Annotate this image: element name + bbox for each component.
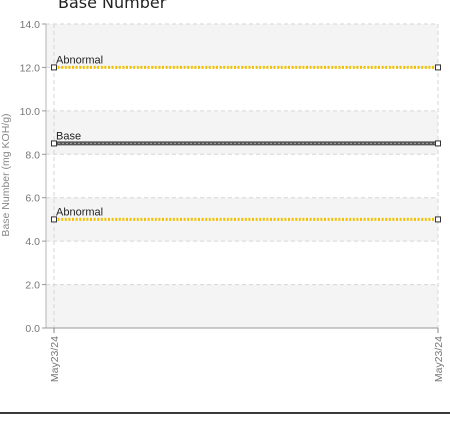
y-tick-label: 4.0: [25, 236, 40, 248]
y-tick-label: 10.0: [20, 106, 41, 118]
series-label: Base: [56, 130, 81, 142]
plot-background-bands: [46, 24, 438, 328]
x-tick-label: May23/24: [49, 336, 61, 382]
series-label: Abnormal: [56, 206, 103, 218]
y-axis-title: Base Number (mg KOH/g): [0, 113, 12, 236]
y-tick-label: 14.0: [20, 19, 41, 31]
x-tick-label: May23/24: [433, 336, 445, 382]
axes: [45, 24, 438, 329]
data-point: [51, 216, 57, 223]
data-point: [51, 140, 57, 147]
y-tick-label: 2.0: [25, 280, 40, 292]
band: [46, 24, 438, 68]
series-lines: Abnormal Base Abnormal: [51, 54, 441, 223]
series-label: Abnormal: [56, 54, 103, 66]
y-axis-ticks: 0.0 2.0 4.0 6.0 8.0 10.0 12.0 14.0: [20, 19, 46, 335]
band: [46, 110, 438, 155]
y-tick-label: 8.0: [25, 149, 40, 161]
band: [46, 284, 438, 328]
y-tick-label: 0.0: [25, 323, 40, 335]
data-point: [435, 64, 441, 71]
y-tick-label: 6.0: [25, 193, 40, 205]
x-axis-ticks: May23/24 May23/24: [49, 328, 445, 382]
y-tick-label: 12.0: [20, 62, 41, 74]
data-point: [51, 64, 57, 71]
bottom-divider: [0, 412, 450, 414]
chart-title: Base Number: [58, 0, 167, 12]
data-point: [435, 140, 441, 147]
data-point: [435, 216, 441, 223]
gridlines: [46, 23, 439, 328]
